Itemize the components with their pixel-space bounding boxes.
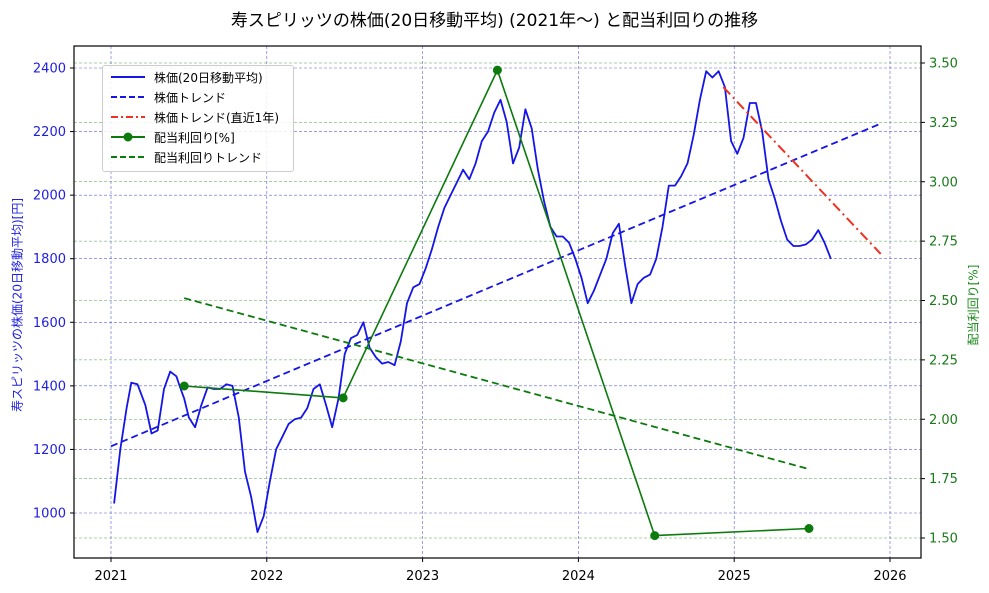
left-tick-label: 2200 [33,125,66,140]
right-tick-label: 1.50 [929,532,958,547]
price-trend-recent-line [722,86,882,255]
legend-item-yield-trend: 配当利回りトレンド [103,148,262,166]
right-tick-label: 3.00 [929,175,958,190]
price-line [113,70,832,533]
x-tick-label: 2024 [562,569,595,584]
legend-item-yield: 配当利回り[%] [103,128,235,146]
x-tick-label: 2026 [873,569,906,584]
legend: 株価(20日移動平均) 株価トレンド 株価トレンド(直近1年) 配当利回り[%]… [102,65,294,172]
legend-label: 配当利回りトレンド [154,150,263,165]
legend-swatch-dashdot-red [109,108,149,126]
yield-marker [650,531,660,541]
right-tick-label: 2.75 [929,235,958,250]
yield-marker [492,65,502,75]
legend-item-price-trend-recent: 株価トレンド(直近1年) [103,108,279,126]
legend-swatch-dashed-blue [109,88,149,106]
x-tick-label: 2023 [406,569,439,584]
x-tick-label: 2025 [718,569,751,584]
legend-label: 株価(20日移動平均) [154,70,263,85]
left-tick-label: 1000 [33,507,66,522]
legend-label: 株価トレンド(直近1年) [154,110,279,125]
legend-swatch-dashed-green [109,148,149,166]
right-tick-label: 1.75 [929,472,958,487]
series-lines [110,65,882,541]
legend-item-price: 株価(20日移動平均) [103,68,263,86]
right-tick-label: 2.25 [929,353,958,368]
legend-swatch-solid-blue [109,68,149,86]
yield-trend-line [183,297,810,470]
axis-ticks: 1000 1200 1400 1600 1800 2000 2200 2400 1.50 1.75… [33,57,958,585]
chart-title: 寿スピリッツの株価(20日移動平均) (2021年〜) と配当利回りの推移 [230,11,759,31]
right-axis-label: 配当利回り[%] [966,264,981,346]
legend-item-price-trend: 株価トレンド [103,88,226,106]
left-tick-label: 1400 [33,379,66,394]
legend-label: 株価トレンド [154,90,227,105]
legend-swatch-marker-green [109,128,149,146]
right-tick-label: 2.00 [929,413,958,428]
left-tick-label: 2400 [33,62,66,77]
legend-label: 配当利回り[%] [154,130,235,145]
left-axis-label: 寿スピリッツの株価(20日移動平均)[円] [10,198,25,412]
right-tick-label: 3.50 [929,57,958,72]
left-tick-label: 1200 [33,443,66,458]
left-tick-label: 2000 [33,189,66,204]
x-tick-label: 2022 [250,569,283,584]
grid-lines [74,46,921,558]
yield-marker [804,524,814,533]
yield-marker [338,393,348,403]
plot-frame [73,45,922,559]
yield-marker [179,381,189,391]
left-tick-label: 1600 [33,316,66,331]
right-tick-label: 3.25 [929,116,958,131]
x-tick-label: 2021 [94,569,127,584]
left-tick-label: 1800 [33,252,66,267]
price-trend-line [110,122,882,448]
right-tick-label: 2.50 [929,294,958,309]
